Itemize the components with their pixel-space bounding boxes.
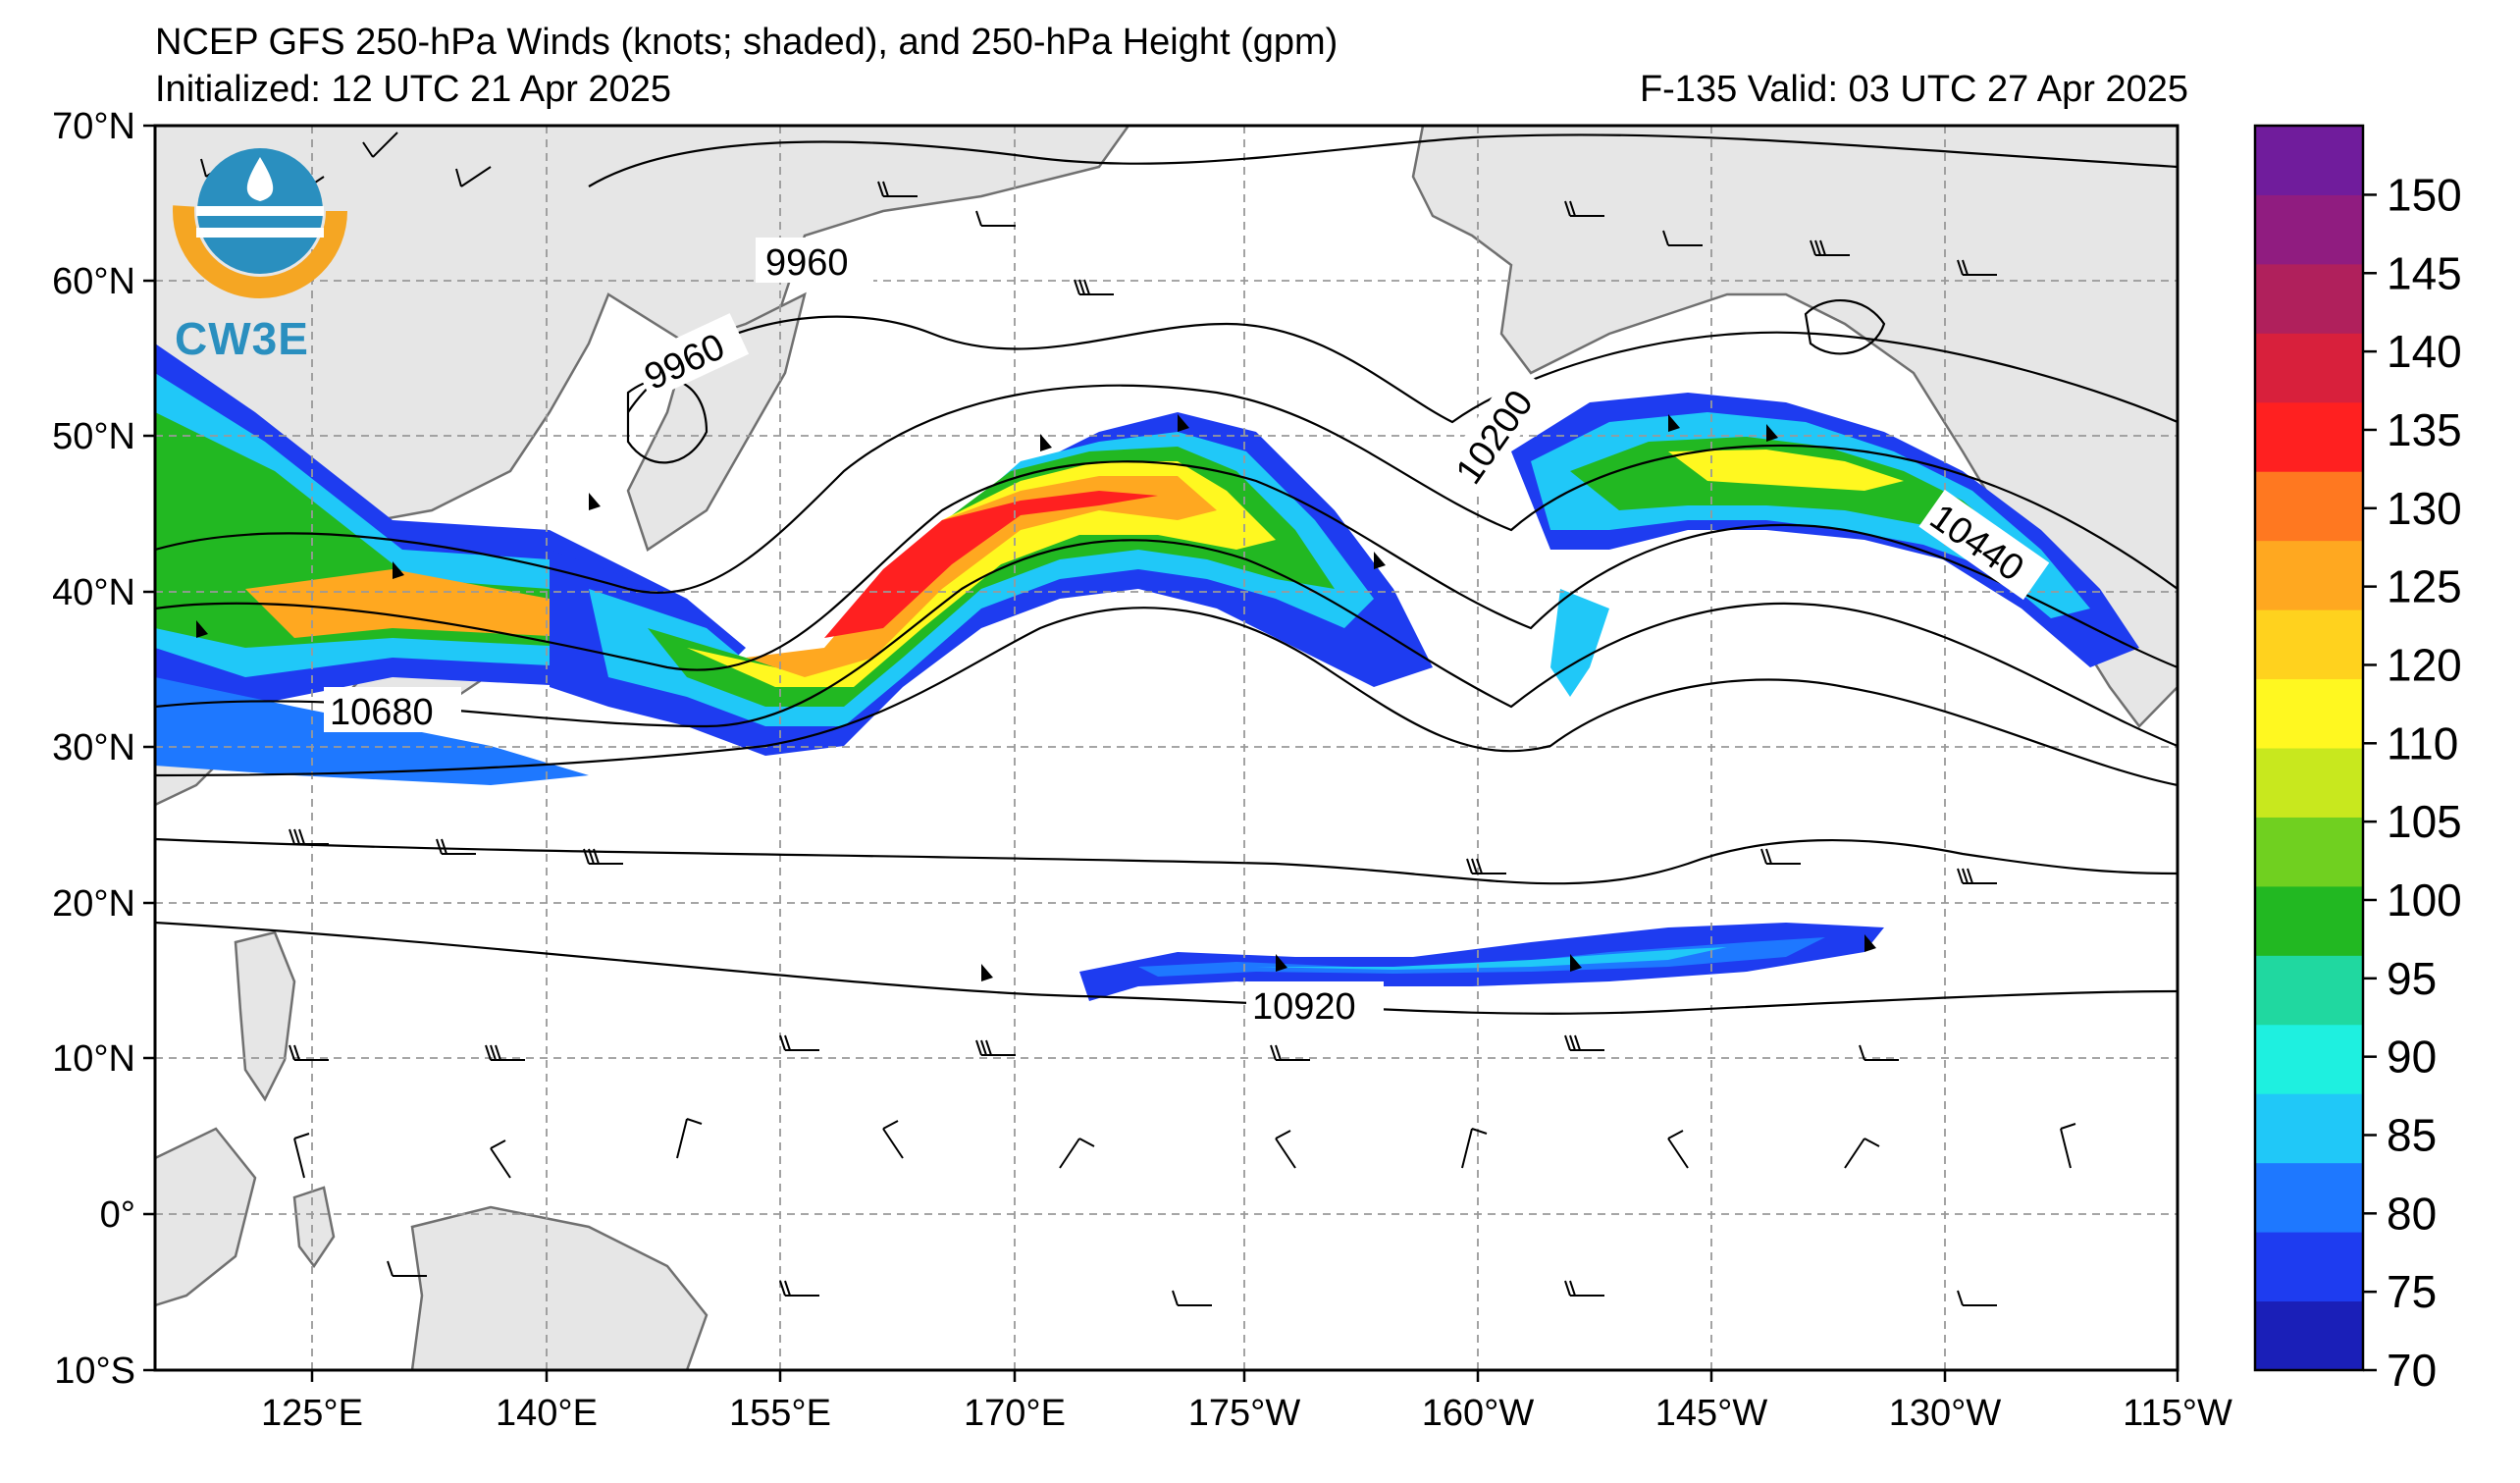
lon-tick-label: 170°E [964, 1393, 1066, 1434]
lat-tick-label: 70°N [52, 106, 135, 147]
colorbar-tick-label: 85 [2387, 1109, 2437, 1160]
contour-label: 10920 [1252, 986, 1356, 1028]
colorbar-tick-label: 130 [2387, 483, 2462, 534]
colorbar-swatch [2255, 817, 2363, 887]
lat-tick-label: 30°N [52, 727, 135, 768]
contour-label: 9960 [765, 242, 849, 284]
colorbar-swatch [2255, 748, 2363, 818]
colorbar-tick-label: 105 [2387, 796, 2462, 847]
longitude-axis: 125°E 140°E 155°E 170°E 175°W 160°W 145°… [261, 1370, 2232, 1434]
colorbar-swatch [2255, 885, 2363, 956]
lon-tick-label: 115°W [2123, 1393, 2232, 1434]
graticule [155, 126, 2178, 1370]
colorbar-tick-label: 100 [2387, 874, 2462, 926]
colorbar-tick-label: 80 [2387, 1188, 2437, 1239]
colorbar-swatch [2255, 263, 2363, 334]
lon-tick-label: 140°E [496, 1393, 598, 1434]
lon-tick-label: 160°W [1422, 1393, 1535, 1434]
lat-tick-label: 10°S [54, 1351, 135, 1392]
colorbar-swatch [2255, 678, 2363, 749]
colorbar-swatch [2255, 1024, 2363, 1094]
colorbar-swatch [2255, 401, 2363, 472]
colorbar-swatch [2255, 609, 2363, 680]
chart-title: NCEP GFS 250-hPa Winds (knots; shaded), … [155, 22, 1339, 63]
colorbar-swatch [2255, 333, 2363, 403]
colorbar-swatch [2255, 1232, 2363, 1302]
lon-tick-label: 130°W [1889, 1393, 2002, 1434]
colorbar-swatch [2255, 955, 2363, 1026]
lat-tick-label: 0° [100, 1194, 135, 1236]
cw3e-logo [173, 124, 347, 298]
lat-tick-label: 40°N [52, 572, 135, 613]
colorbar-swatch [2255, 1300, 2363, 1371]
colorbar-tick-label: 75 [2387, 1266, 2437, 1317]
lat-tick-label: 60°N [52, 261, 135, 302]
height-contours [155, 133, 2178, 1015]
wind-barb-pennants [196, 414, 1876, 981]
colorbar-tick-label: 70 [2387, 1345, 2437, 1396]
lat-tick-label: 20°N [52, 883, 135, 925]
colorbar-swatch [2255, 126, 2363, 195]
map-content: 9960 9960 10200 10440 10680 10920 [155, 126, 2178, 1370]
colorbar: 70 75 80 85 90 95 100 105 110 120 125 130 135 140 145 1… [2253, 124, 2462, 1396]
latitude-axis: 70°N 60°N 50°N 40°N 30°N 20°N 10°N 0° 10… [52, 106, 155, 1392]
colorbar-swatches [2255, 126, 2363, 1371]
water-drop-icon [246, 157, 274, 201]
lon-tick-label: 125°E [261, 1393, 363, 1434]
colorbar-tick-label: 150 [2387, 169, 2462, 220]
colorbar-swatch [2255, 1093, 2363, 1164]
colorbar-tick-label: 145 [2387, 247, 2462, 298]
colorbar-swatch [2255, 471, 2363, 542]
colorbar-tick-label: 95 [2387, 953, 2437, 1004]
colorbar-tick-label: 140 [2387, 326, 2462, 377]
colorbar-swatch [2255, 540, 2363, 610]
colorbar-tick-label: 90 [2387, 1032, 2437, 1083]
valid-time: F-135 Valid: 03 UTC 27 Apr 2025 [1639, 69, 2188, 110]
colorbar-tick-label: 110 [2387, 717, 2458, 768]
wind-barbs [200, 132, 2076, 1306]
colorbar-swatch [2255, 1162, 2363, 1233]
colorbar-frame [2253, 124, 2365, 1372]
lon-tick-label: 175°W [1188, 1393, 1301, 1434]
lat-tick-label: 10°N [52, 1038, 135, 1080]
lon-tick-label: 155°E [729, 1393, 831, 1434]
colorbar-ticks: 70 75 80 85 90 95 100 105 110 120 125 130 135 140 145 1… [2363, 169, 2462, 1396]
logo-text: CW3E [175, 313, 309, 364]
initialized-time: Initialized: 12 UTC 21 Apr 2025 [155, 69, 671, 110]
lon-tick-label: 145°W [1655, 1393, 1768, 1434]
colorbar-tick-label: 125 [2387, 561, 2462, 612]
lat-tick-label: 50°N [52, 416, 135, 457]
colorbar-tick-label: 135 [2387, 404, 2462, 455]
colorbar-tick-label: 120 [2387, 639, 2462, 690]
colorbar-swatch [2255, 194, 2363, 265]
contour-label: 10680 [330, 692, 434, 733]
